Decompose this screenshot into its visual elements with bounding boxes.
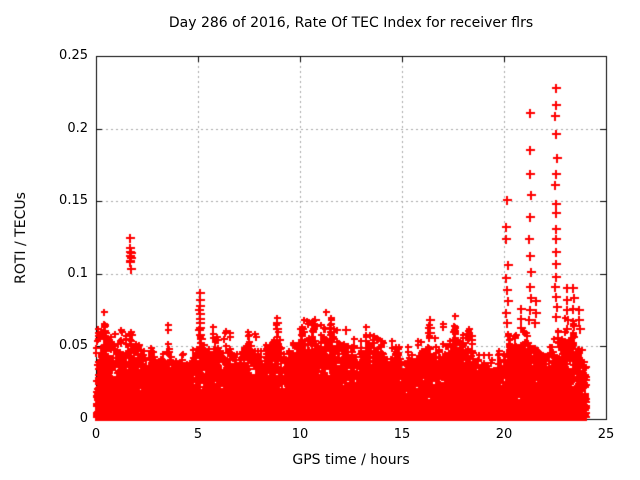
y-tick-label-005: 0.05 — [59, 338, 88, 353]
x-tick-label-20: 20 — [495, 427, 513, 442]
x-tick-label-0: 0 — [91, 427, 101, 442]
y-tick-label-025: 0.25 — [59, 48, 88, 63]
y-tick-label-015: 0.15 — [59, 193, 88, 208]
x-tick-label-15: 15 — [393, 427, 411, 442]
x-tick-label-10: 10 — [291, 427, 309, 442]
y-tick-label-0: 0 — [79, 411, 88, 426]
x-tick-label-25: 25 — [597, 427, 615, 442]
y-tick-label-02: 0.2 — [67, 121, 88, 136]
y-axis-label: ROTI / TECUs — [13, 192, 29, 284]
chart-title: Day 286 of 2016, Rate Of TEC Index for r… — [168, 15, 534, 31]
x-tick-label-5: 5 — [193, 427, 203, 442]
y-tick-label-01: 0.1 — [67, 266, 88, 281]
x-axis-label: GPS time / hours — [292, 452, 410, 468]
